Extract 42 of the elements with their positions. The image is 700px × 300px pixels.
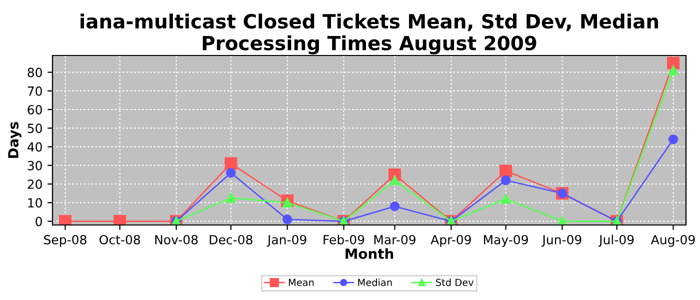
x-tick-label: Oct-08 bbox=[100, 234, 140, 244]
point bbox=[282, 198, 292, 208]
x-tick-label: Dec-08 bbox=[210, 234, 252, 244]
y-tick-label: 80 bbox=[28, 68, 42, 78]
point bbox=[668, 66, 678, 76]
y-tick-label: 0 bbox=[36, 216, 42, 226]
x-tick-label: Nov-08 bbox=[155, 234, 198, 244]
x-tick-label: Mar-09 bbox=[374, 234, 416, 244]
x-tick-label: Sep-08 bbox=[44, 234, 86, 247]
point bbox=[224, 157, 238, 170]
point bbox=[667, 56, 680, 70]
chart-title: iana-multicast Closed Tickets Mean, Std Dev, Median Processing Times August 2009 bbox=[80, 14, 658, 54]
legend-label: Std Dev bbox=[436, 278, 474, 286]
y-tick-label: 70 bbox=[28, 86, 42, 96]
point bbox=[500, 175, 511, 186]
x-tick-label: Jul-09 bbox=[598, 234, 634, 247]
y-tick-label: 30 bbox=[28, 160, 42, 170]
x-tick-label: Feb-09 bbox=[324, 234, 364, 244]
x-tick-label: May-09 bbox=[484, 234, 528, 247]
point bbox=[668, 134, 678, 144]
point bbox=[58, 215, 72, 225]
point bbox=[500, 194, 511, 204]
x-axis-title: Month bbox=[346, 248, 394, 259]
x-tick-label: Apr-09 bbox=[430, 234, 471, 247]
point bbox=[282, 214, 292, 224]
y-tick-label: 20 bbox=[28, 179, 42, 189]
y-tick-label: 10 bbox=[28, 198, 42, 208]
x-tick-label: Jun-09 bbox=[542, 234, 582, 247]
point bbox=[390, 175, 400, 186]
legend-label: Median bbox=[358, 278, 392, 286]
point bbox=[390, 202, 400, 212]
y-tick-label: 50 bbox=[28, 124, 42, 134]
y-axis-title: Days bbox=[8, 122, 22, 158]
point bbox=[226, 193, 236, 203]
point bbox=[500, 164, 512, 178]
y-tick-label: 60 bbox=[28, 104, 42, 114]
point bbox=[114, 215, 126, 225]
x-tick-label: Aug-09 bbox=[650, 234, 695, 247]
legend-label: Mean bbox=[288, 278, 314, 286]
y-tick-label: 40 bbox=[27, 142, 42, 152]
point bbox=[226, 168, 236, 178]
x-tick-label: Jan-09 bbox=[266, 234, 306, 247]
